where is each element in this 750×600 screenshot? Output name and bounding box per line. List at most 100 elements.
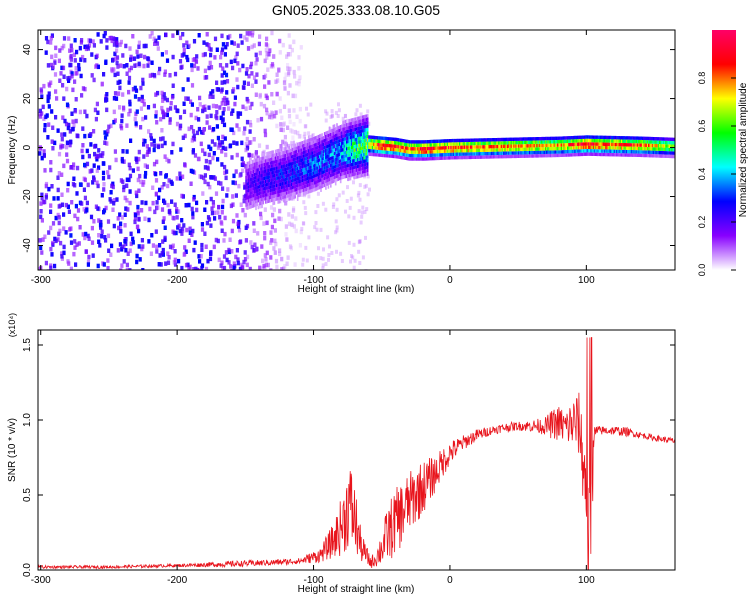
spectrogram-cell — [116, 80, 120, 85]
spectrogram-cell — [311, 164, 314, 169]
spectrogram-cell — [204, 158, 208, 164]
spectrogram-cell — [116, 248, 120, 253]
spectrogram-cell — [494, 155, 497, 159]
spectrogram-cell — [49, 246, 53, 252]
spectrogram-cell — [263, 173, 266, 177]
spectrogram-cell — [316, 204, 320, 208]
spectrogram-cell — [413, 143, 416, 147]
spectrogram-cell — [80, 148, 84, 154]
spectrogram-cell — [641, 146, 644, 151]
spectrogram-cell — [462, 155, 465, 160]
spectrogram-cell — [649, 143, 651, 148]
spectrogram-cell — [336, 171, 338, 175]
spectrogram-cell — [265, 190, 267, 194]
spectrogram-cell — [280, 196, 283, 200]
spectrogram-cell — [306, 149, 309, 153]
spectrogram-cell — [44, 181, 49, 187]
spectrogram-cell — [532, 140, 535, 144]
spectrogram-cell — [295, 156, 298, 161]
spectrogram-cell — [232, 265, 236, 270]
spectrogram-cell — [621, 146, 623, 150]
spectrogram-cell — [350, 118, 353, 122]
spectrogram-cell — [407, 146, 409, 151]
spectrogram-cell — [339, 169, 342, 173]
spectrogram-cell — [286, 63, 290, 68]
spectrogram-cell — [197, 254, 201, 259]
spectrogram-cell — [328, 140, 331, 144]
spectrogram-cell — [571, 153, 574, 157]
spectrogram-cell — [292, 189, 294, 193]
spectrogram-cell — [428, 146, 430, 151]
spectrogram-cell — [263, 186, 266, 191]
spectrogram-cell — [317, 176, 320, 180]
spectrogram-cell — [265, 172, 267, 177]
snr-series-line — [38, 337, 675, 570]
spectrogram-cell — [350, 128, 353, 133]
spectrogram-cell — [468, 148, 471, 153]
spectrogram-cell — [118, 225, 123, 230]
spectrogram-cell — [357, 164, 359, 169]
spectrogram-cell — [520, 147, 522, 152]
spectrogram-cell — [322, 139, 325, 143]
spectrogram-cell — [353, 152, 355, 156]
spectrogram-cell — [289, 155, 292, 160]
spectrogram-cell — [513, 141, 515, 145]
spectrogram-cell — [44, 50, 48, 55]
spectrogram-cell — [339, 176, 342, 180]
spectrogram-cell — [440, 146, 443, 150]
spectrogram-cell — [341, 165, 343, 169]
spectrogram-cell — [487, 141, 489, 145]
spectrogram-cell — [607, 146, 610, 150]
spectrogram-cell — [357, 240, 361, 245]
spectrogram-cell — [632, 139, 634, 144]
spectrogram-cell — [519, 151, 521, 155]
spectrogram-cell — [411, 153, 413, 158]
spectrogram-cell — [78, 45, 82, 51]
spectrogram-cell — [606, 135, 608, 140]
spectrogram-cell — [182, 43, 186, 48]
spectrogram-cell — [638, 150, 640, 154]
spectrogram-cell — [384, 150, 386, 154]
spectrogram-cell — [163, 154, 167, 159]
spectrogram-cell — [295, 187, 298, 192]
spectrogram-cell — [423, 140, 425, 144]
spectrogram-cell — [249, 160, 251, 165]
spectrogram-cell — [485, 155, 488, 159]
spectrogram-cell — [343, 120, 346, 124]
spectrogram-cell — [617, 153, 619, 157]
spectrogram-cell — [278, 193, 281, 197]
spectrogram-cell — [600, 152, 602, 157]
spectrogram-cell — [69, 165, 73, 170]
spectrogram-cell — [327, 147, 330, 151]
spectrogram-cell — [522, 154, 525, 158]
spectrogram-cell — [590, 152, 592, 156]
spectrogram-cell — [91, 39, 95, 44]
spectrogram-cell — [239, 202, 243, 207]
spectrogram-cell — [328, 244, 331, 249]
spectrogram-cell — [649, 147, 651, 151]
spectrogram-cell — [414, 157, 417, 161]
spectrogram-cell — [628, 143, 630, 147]
spectrogram-cell — [219, 142, 223, 148]
spectrogram-cell — [81, 143, 85, 148]
spectrogram-cell — [623, 136, 625, 140]
spectrogram-cell — [293, 74, 297, 79]
spectrogram-cell — [643, 143, 645, 147]
spectrogram-cell — [290, 151, 293, 156]
spectrogram-cell — [247, 178, 250, 182]
spectrogram-cell — [568, 153, 570, 157]
spectrogram-cell — [525, 144, 527, 148]
spectrogram-cell — [271, 212, 275, 218]
spectrogram-cell — [359, 126, 362, 130]
spectrogram-cell — [354, 138, 357, 142]
spectrogram-cell — [403, 149, 406, 153]
spectrogram-cell — [624, 139, 627, 143]
spectrogram-cell — [257, 41, 261, 47]
spectrogram-cell — [370, 149, 373, 153]
spectrogram-cell — [293, 195, 295, 199]
spectrogram-cell — [576, 149, 579, 153]
spectrogram-cell — [522, 147, 525, 151]
spectrogram-cell — [670, 151, 672, 155]
spectrogram-cell — [294, 171, 296, 175]
spectrogram-cell — [487, 138, 489, 142]
